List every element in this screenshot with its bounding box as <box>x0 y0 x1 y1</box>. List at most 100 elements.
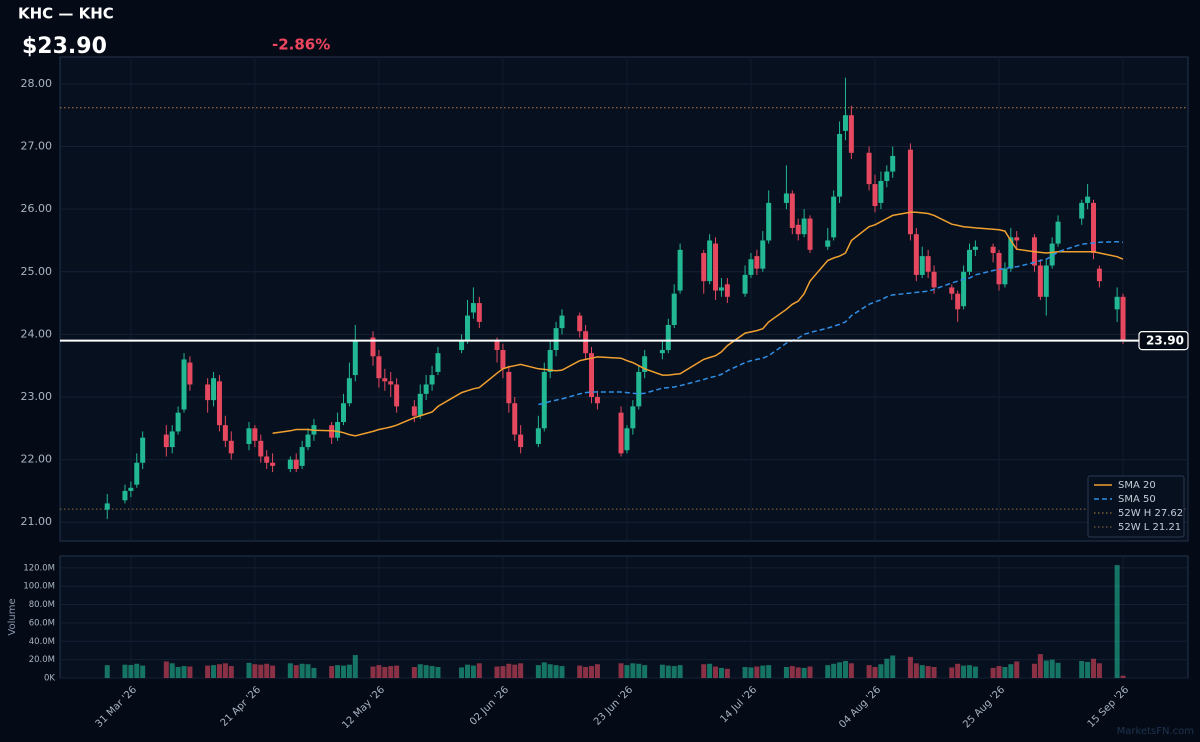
volume-bar <box>713 666 719 678</box>
volume-bar <box>594 664 600 678</box>
candle-body <box>630 406 636 429</box>
volume-bar <box>913 663 919 678</box>
volume-bar <box>335 665 341 678</box>
candle-body <box>417 393 423 416</box>
volume-bar <box>246 662 252 678</box>
candle-body <box>872 184 878 207</box>
volume-bar <box>972 666 978 678</box>
candle-body <box>671 293 677 325</box>
volume-bar <box>1055 662 1061 678</box>
volume-tick-label: 120.0M <box>23 563 55 573</box>
candle-body <box>931 271 937 288</box>
candle-body <box>760 240 766 269</box>
volume-bar <box>270 665 276 678</box>
volume-bar <box>842 661 848 678</box>
volume-bar <box>1096 663 1102 678</box>
candle-body <box>1002 268 1008 285</box>
volume-bar <box>1031 663 1037 678</box>
volume-bar <box>163 661 169 678</box>
volume-bar <box>476 663 482 678</box>
volume-bar <box>506 663 512 678</box>
candle-body <box>216 381 222 426</box>
candle-body <box>718 287 724 291</box>
volume-bar <box>287 663 293 678</box>
y-tick-label: 28.00 <box>21 77 53 90</box>
volume-bar <box>553 665 559 678</box>
y-tick-label: 22.00 <box>21 453 53 466</box>
volume-bar <box>423 665 429 678</box>
volume-bar <box>618 663 624 678</box>
candle-body <box>713 243 719 291</box>
volume-bar <box>1079 661 1085 678</box>
candle-body <box>122 490 128 501</box>
volume-bar <box>807 666 813 678</box>
candle-body <box>837 134 843 197</box>
watermark: MarketsFN.com <box>1117 726 1194 737</box>
candle-body <box>476 303 482 322</box>
volume-bar <box>996 666 1002 678</box>
candle-body <box>1049 243 1055 266</box>
volume-bar <box>837 662 843 678</box>
legend-label: 52W L 21.21 <box>1118 522 1181 533</box>
volume-bar <box>134 663 140 678</box>
volume-bar <box>866 665 872 678</box>
candle-body <box>1055 221 1061 244</box>
candle-body <box>459 340 465 351</box>
volume-bar <box>388 666 394 678</box>
volume-bar <box>718 667 724 678</box>
volume-bar <box>346 664 352 678</box>
candle-body <box>559 315 565 329</box>
candle-body <box>388 381 394 385</box>
volume-bar <box>417 664 423 678</box>
candle-body <box>535 428 541 444</box>
candle-body <box>506 371 512 404</box>
candle-body <box>187 362 193 385</box>
candle-body <box>376 356 382 379</box>
candle-body <box>340 403 346 423</box>
volume-bar <box>783 666 789 678</box>
candle-body <box>169 431 175 448</box>
volume-bar <box>966 665 972 678</box>
volume-bar <box>181 666 187 678</box>
volume-bar <box>264 663 270 678</box>
candle-body <box>140 437 146 463</box>
candle-body <box>435 353 441 372</box>
candle-body <box>577 315 583 332</box>
volume-bar <box>825 665 831 678</box>
volume-bar <box>931 666 937 678</box>
candle-body <box>222 425 228 441</box>
volume-bar <box>293 665 299 678</box>
candle-body <box>228 440 234 454</box>
volume-bar <box>1037 654 1043 678</box>
volume-axis-label: Volume <box>7 598 18 635</box>
volume-panel <box>59 555 1189 679</box>
candle-body <box>801 218 807 235</box>
candle-body <box>659 350 665 354</box>
candle-body <box>346 378 352 404</box>
candle-body <box>665 324 671 351</box>
candle-body <box>742 274 748 294</box>
candle-body <box>1120 296 1126 341</box>
volume-bar <box>435 666 441 678</box>
volume-bar <box>955 663 961 678</box>
volume-bar <box>884 658 890 678</box>
y-tick-label: 25.00 <box>21 265 53 278</box>
volume-bar <box>299 663 305 678</box>
candle-body <box>866 152 872 185</box>
candle-body <box>411 406 417 416</box>
candle-body <box>961 271 967 307</box>
candle-body <box>636 371 642 407</box>
y-tick-label: 21.00 <box>21 515 53 528</box>
y-tick-label: 26.00 <box>21 202 53 215</box>
volume-tick-label: 20.0M <box>29 655 55 665</box>
candle-body <box>205 384 211 401</box>
volume-bar <box>459 667 465 678</box>
volume-bar <box>340 665 346 678</box>
volume-bar <box>1008 664 1014 678</box>
y-tick-label: 27.00 <box>21 140 53 153</box>
volume-bar <box>701 664 707 678</box>
candle-body <box>1008 237 1014 269</box>
candle-body <box>181 359 187 410</box>
candle-body <box>1037 265 1043 297</box>
